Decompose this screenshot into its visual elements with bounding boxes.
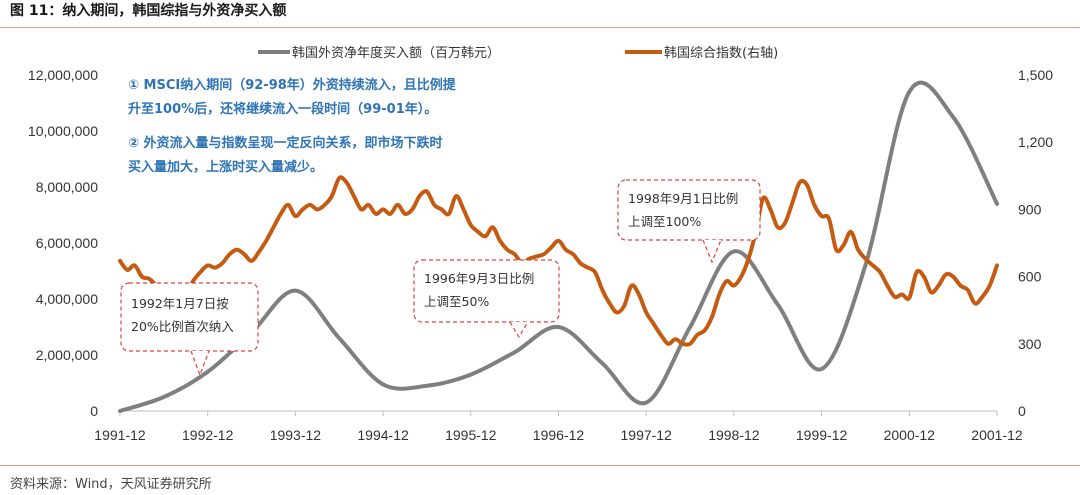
x-tick-label: 1997-12: [621, 427, 673, 443]
y-left-tick-label: 12,000,000: [28, 67, 98, 83]
y-left-tick-label: 2,000,000: [36, 347, 98, 363]
callout-text: 1992年1月7日按: [131, 296, 229, 311]
x-tick-label: 1993-12: [270, 427, 322, 443]
callout-box: [120, 282, 259, 352]
callout-text: 1996年9月3日比例: [424, 271, 534, 286]
y-left-tick-label: 0: [90, 403, 98, 419]
x-tick-label: 2000-12: [884, 427, 936, 443]
annotation-note-line: 升至100%后，还将继续流入一段时间（99-01年）。: [128, 101, 437, 117]
y-left-tick-label: 8,000,000: [36, 179, 98, 195]
callout-box: [413, 259, 560, 323]
callout-pointer: [509, 321, 529, 339]
x-tick-label: 1998-12: [708, 427, 760, 443]
x-tick-label: 1995-12: [445, 427, 497, 443]
callout-text: 20%比例首次纳入: [131, 319, 234, 334]
legend-label-gray: 韩国外资净年度买入额（百万韩元）: [292, 45, 500, 61]
callout-pointer: [190, 350, 210, 377]
x-tick-label: 1992-12: [182, 427, 234, 443]
annotation-note-line: ② 外资流入量与指数呈现一定反向关系，即市场下跌时: [128, 135, 443, 151]
y-left-tick-label: 4,000,000: [36, 291, 98, 307]
y-right-tick-label: 300: [1018, 336, 1042, 352]
y-right-tick-label: 900: [1018, 201, 1042, 217]
source-note: 资料来源：Wind，天风证券研究所: [10, 477, 212, 492]
y-right-tick-label: 0: [1018, 403, 1026, 419]
chart: 1991-12 1992-12 1993-12 1994-12 1995-12 1996-…: [28, 45, 1053, 443]
callout-text: 上调至50%: [424, 294, 489, 309]
y-left-tick-label: 10,000,000: [28, 123, 98, 139]
figure-title: 图 11：纳入期间，韩国综指与外资净买入额: [10, 3, 287, 19]
series-kospi-line: [118, 175, 999, 347]
title-divider: [0, 27, 1080, 28]
legend-label-orange: 韩国综合指数(右轴): [664, 46, 778, 61]
callout-text: 1998年9月1日比例: [628, 191, 738, 206]
source-divider: [0, 465, 1080, 466]
y-left-tick-label: 6,000,000: [36, 235, 98, 251]
annotation-note-line: ① MSCI纳入期间（92-98年）外资持续流入，且比例提: [128, 77, 457, 93]
y-right-tick-label: 1,200: [1018, 134, 1053, 150]
callout-text: 上调至100%: [628, 214, 701, 229]
series-foreign-net-buy-line: [118, 80, 999, 413]
annotation-note-line: 买入量加大，上涨时买入量减少。: [128, 159, 323, 175]
callout-pointer: [702, 239, 722, 264]
y-right-tick-label: 600: [1018, 269, 1042, 285]
x-tick-label: 1991-12: [94, 427, 146, 443]
callout-box: [617, 179, 761, 241]
y-right-tick-label: 1,500: [1018, 67, 1053, 83]
x-tick-label: 2001-12: [971, 427, 1023, 443]
x-tick-label: 1994-12: [357, 427, 409, 443]
x-tick-label: 1996-12: [533, 427, 585, 443]
x-tick-label: 1999-12: [796, 427, 848, 443]
